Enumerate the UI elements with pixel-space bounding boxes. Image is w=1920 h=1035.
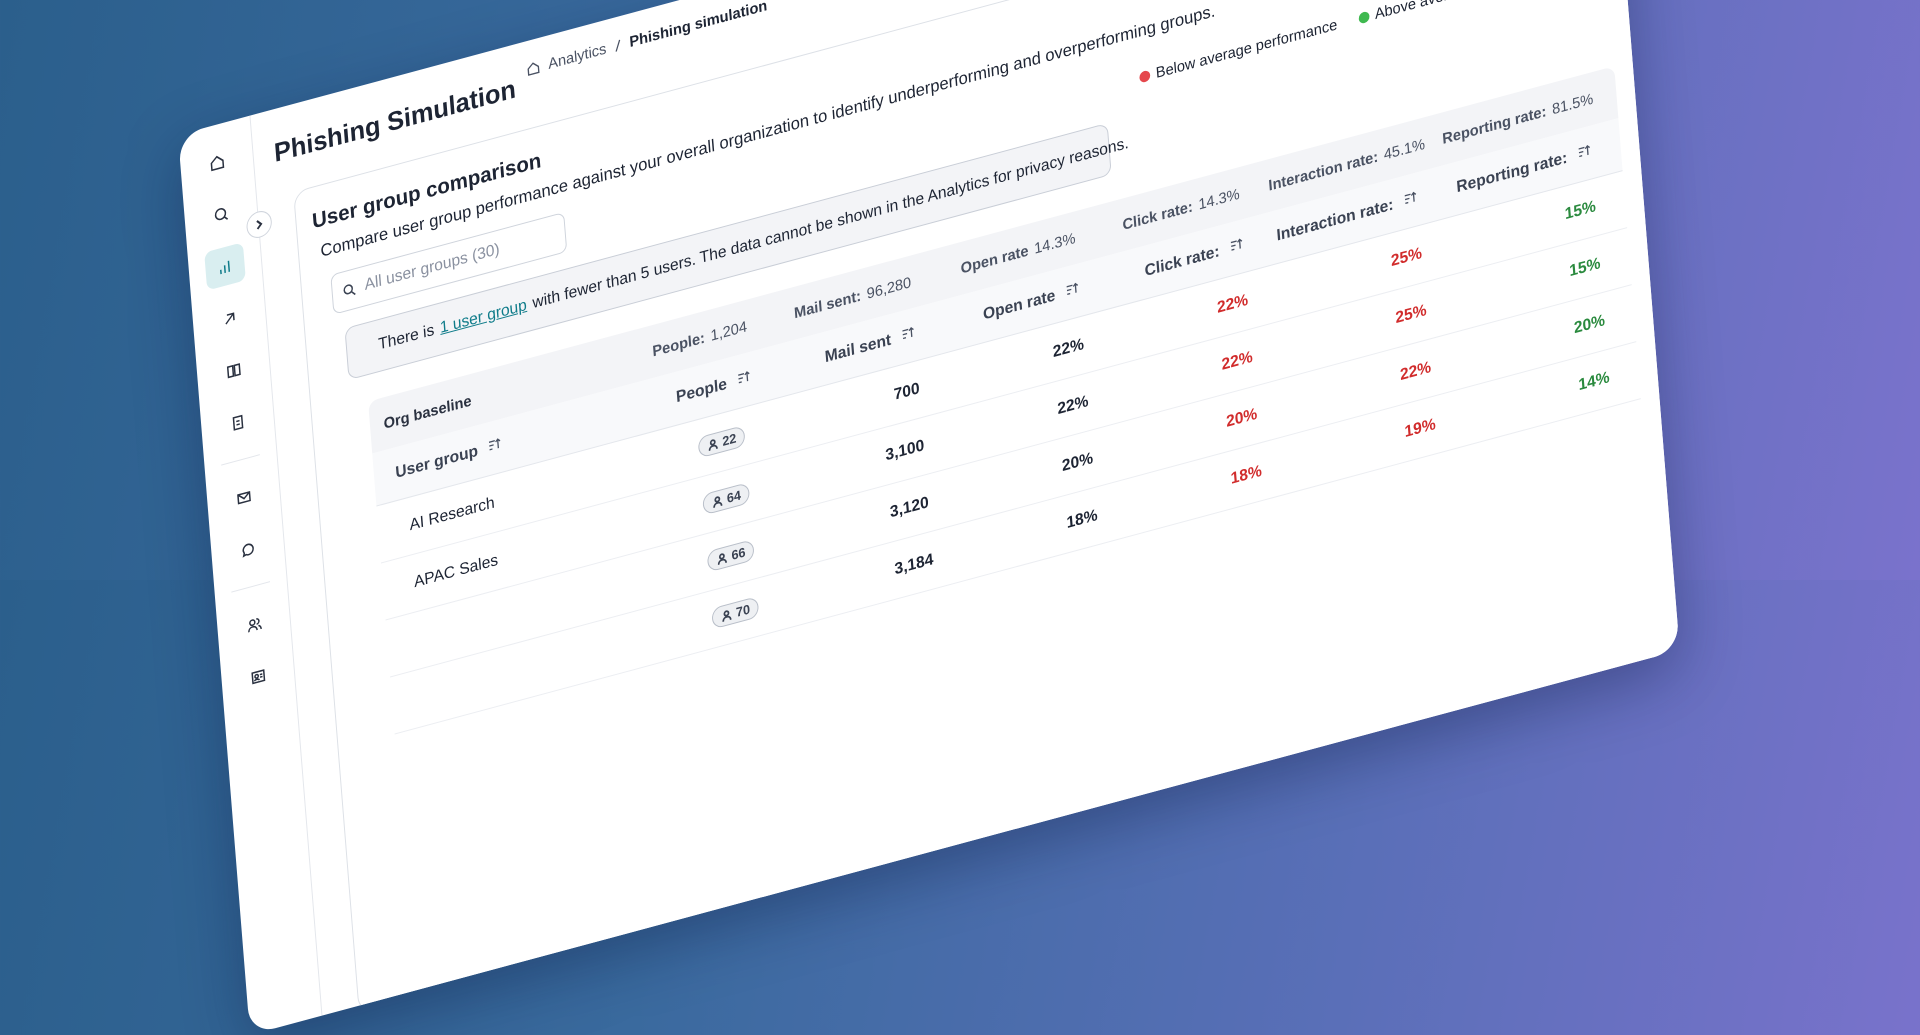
column-header-label: Click rate: (1144, 243, 1220, 281)
sort-button[interactable] (1064, 280, 1080, 304)
column-header-label: User group (395, 443, 479, 483)
baseline-metric-value: 81.5% (1551, 90, 1593, 118)
sort-button[interactable] (1402, 189, 1418, 213)
baseline-metric-value: 14.3% (1034, 229, 1076, 257)
page: Phishing Simulation Analytics Phishing s… (0, 0, 1920, 580)
legend-label: Above average performance (1374, 0, 1558, 23)
baseline-metric-label: People: (652, 329, 706, 360)
baseline-metric-value: 1,204 (710, 318, 748, 345)
sort-button[interactable] (1228, 236, 1244, 260)
nav-training[interactable] (208, 294, 250, 342)
legend-item: Above average performance (1358, 0, 1559, 28)
breadcrumb-current: Phishing simulation (629, 0, 768, 51)
baseline-metric-label: Click rate: (1122, 198, 1193, 234)
breadcrumb: Analytics Phishing simulation (525, 0, 767, 79)
people-badge: 66 (706, 539, 755, 573)
column-header-label: People (675, 376, 727, 408)
sort-button[interactable] (736, 368, 752, 392)
baseline-metric-label: Open rate (960, 242, 1029, 277)
nav-reports[interactable] (217, 398, 259, 446)
column-header-label: Open rate (982, 287, 1056, 324)
nav-home[interactable] (196, 138, 238, 186)
notice-text: There is (378, 322, 435, 355)
comparison-panel: User group comparison Compare user group… (293, 0, 1680, 1014)
people-badge: 70 (711, 596, 760, 630)
people-count: 64 (726, 488, 741, 507)
nav-phish[interactable] (200, 190, 242, 238)
nav-separator (231, 581, 270, 592)
people-count: 22 (722, 431, 737, 450)
home-icon (526, 59, 542, 78)
baseline-metric-value: 45.1% (1383, 135, 1425, 163)
people-badge: 64 (702, 482, 751, 516)
nav-id[interactable] (237, 652, 279, 700)
sort-button[interactable] (487, 435, 503, 459)
breadcrumb-link[interactable]: Analytics (548, 40, 607, 73)
nav-analytics[interactable] (204, 242, 246, 290)
nav-separator (221, 454, 260, 465)
people-badge: 22 (697, 425, 746, 459)
column-header-label: Mail sent (824, 331, 892, 367)
nav-library[interactable] (213, 346, 255, 394)
nav-chat[interactable] (227, 525, 269, 573)
nav-users[interactable] (233, 600, 275, 648)
baseline-metric-value: 96,280 (866, 273, 912, 302)
nav-mail[interactable] (223, 473, 265, 521)
people-count: 66 (731, 545, 746, 564)
sort-button[interactable] (900, 324, 916, 348)
notice-link[interactable]: 1 user group (439, 297, 527, 338)
baseline-metric-label: Mail sent: (793, 287, 861, 322)
app-window: Phishing Simulation Analytics Phishing s… (178, 0, 1680, 1035)
search-placeholder: All user groups (30) (364, 241, 500, 295)
baseline-metric-value: 14.3% (1198, 185, 1240, 213)
people-count: 70 (735, 602, 750, 621)
breadcrumb-separator (613, 37, 622, 54)
sort-button[interactable] (1576, 142, 1592, 166)
